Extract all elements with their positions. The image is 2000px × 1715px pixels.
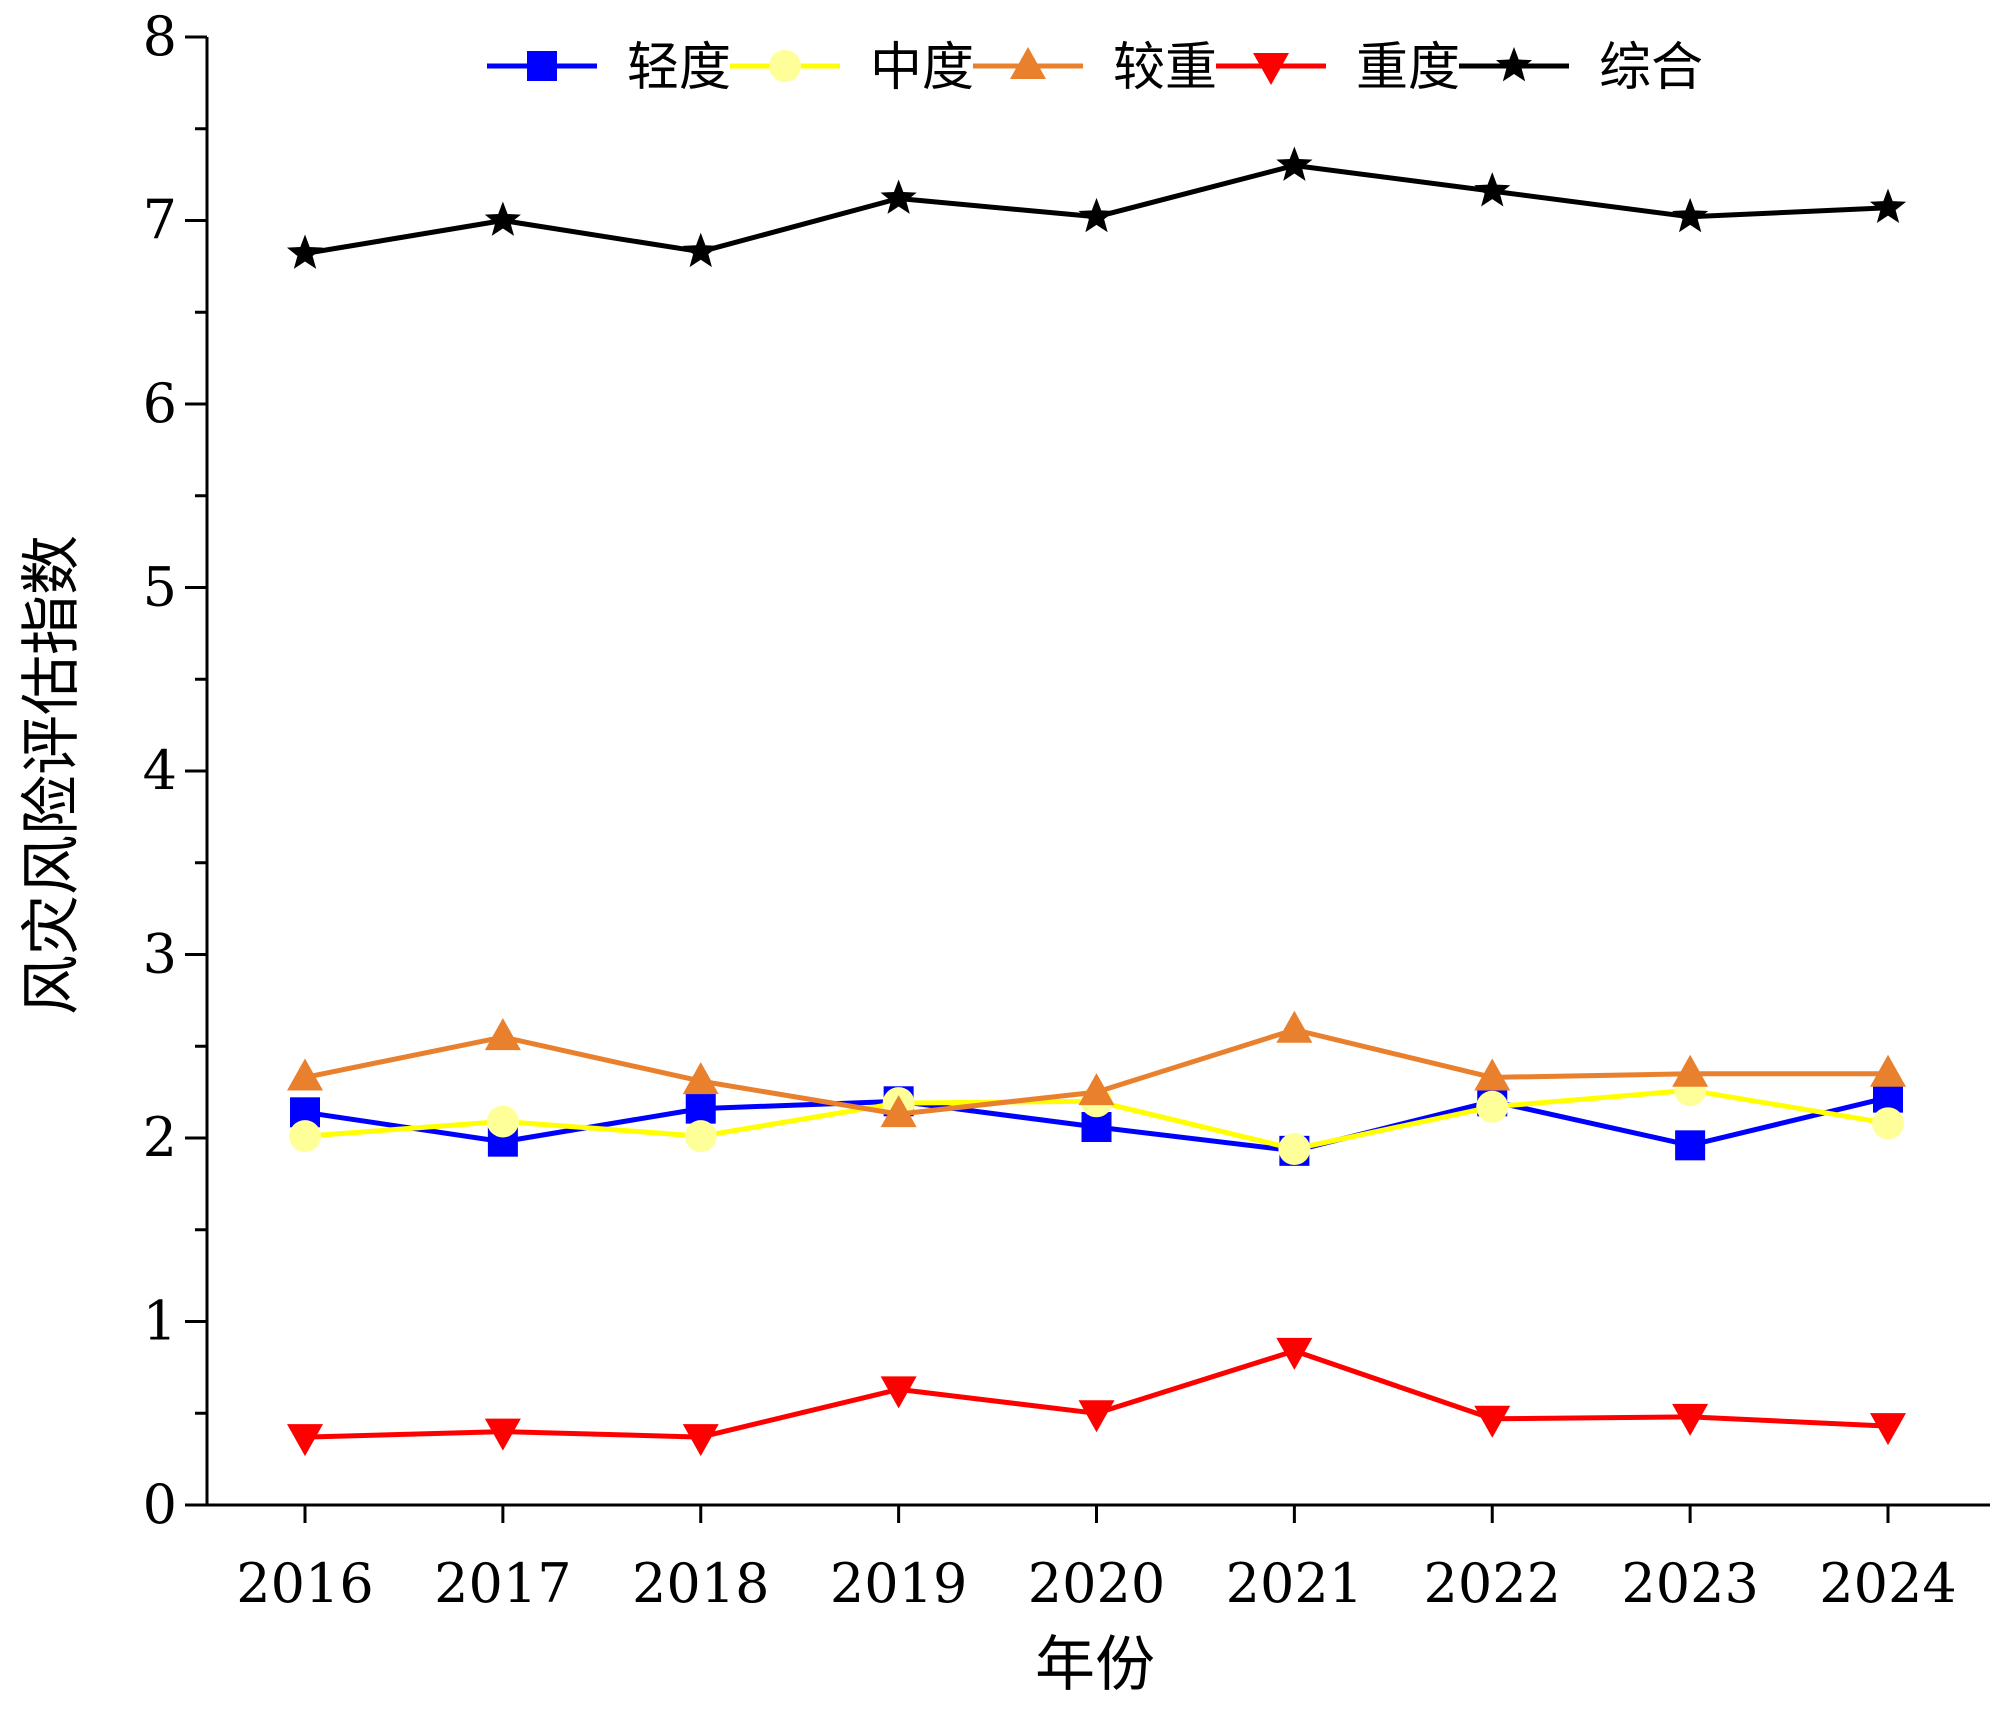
data-point-triangle-up — [880, 1095, 917, 1128]
y-tick-label: 6 — [143, 372, 177, 435]
data-point-triangle-down — [287, 1424, 323, 1457]
x-tick-label: 2022 — [1424, 1552, 1561, 1615]
y-tick-label: 8 — [143, 5, 177, 68]
data-point-square — [685, 1093, 716, 1124]
legend-marker-star — [1495, 47, 1533, 82]
x-tick-label: 2016 — [236, 1552, 373, 1615]
x-axis-title: 年份 — [1035, 1630, 1155, 1700]
data-point-triangle-up — [484, 1018, 521, 1051]
y-axis-title: 风灾风险评估指数 — [17, 535, 87, 1015]
legend-label: 综合 — [1599, 38, 1703, 98]
legend-label: 轻度 — [627, 38, 731, 98]
legend-label: 较重 — [1113, 38, 1217, 98]
y-tick-label: 3 — [143, 923, 177, 986]
y-tick-label: 4 — [143, 739, 177, 802]
y-tick-label: 5 — [143, 556, 177, 619]
data-point-circle — [1872, 1107, 1904, 1140]
legend-marker-square — [527, 51, 557, 81]
data-point-star — [1078, 197, 1115, 233]
x-tick-label: 2021 — [1226, 1552, 1363, 1615]
data-point-star — [1474, 172, 1511, 207]
legend-item: 中度 — [730, 38, 974, 98]
legend-item: 综合 — [1459, 38, 1703, 98]
y-tick-label: 2 — [143, 1106, 177, 1169]
data-point-star — [880, 179, 917, 214]
data-point-triangle-up — [1474, 1058, 1511, 1091]
legend-marker-triangle-up — [1010, 47, 1046, 79]
y-tick-label: 0 — [143, 1473, 177, 1536]
legend-marker-triangle-down — [1253, 53, 1289, 85]
x-tick-label: 2020 — [1028, 1552, 1165, 1615]
data-point-triangle-down — [682, 1424, 719, 1457]
data-point-triangle-up — [1870, 1054, 1906, 1087]
legend-marker-circle — [769, 50, 801, 82]
y-tick-label: 7 — [143, 189, 177, 252]
data-point-circle — [1476, 1090, 1509, 1123]
data-point-triangle-down — [880, 1376, 917, 1409]
x-tick-label: 2017 — [434, 1552, 571, 1615]
data-point-star — [1276, 146, 1313, 181]
x-tick-label: 2019 — [830, 1552, 967, 1615]
data-point-circle — [1278, 1133, 1311, 1166]
data-point-star — [1869, 188, 1907, 224]
legend-label: 重度 — [1356, 38, 1460, 98]
series-3 — [287, 1010, 1906, 1128]
series-layer — [286, 146, 1907, 1457]
legend-label: 中度 — [870, 38, 974, 98]
data-point-triangle-up — [287, 1058, 323, 1091]
legend-item: 较重 — [973, 38, 1217, 98]
axes: 0 1 2 3 4 5 6 7 8 2016 2017 2018 2019 2020 2021 2022 202… — [143, 5, 1990, 1615]
data-point-circle — [684, 1120, 717, 1153]
data-point-triangle-down — [1474, 1405, 1511, 1438]
y-tick-label: 1 — [143, 1290, 177, 1353]
x-tick-label: 2024 — [1819, 1552, 1956, 1615]
data-point-triangle-up — [1276, 1010, 1313, 1043]
data-point-square — [1675, 1130, 1706, 1161]
data-point-triangle-up — [1672, 1054, 1709, 1087]
data-point-triangle-down — [1078, 1400, 1115, 1433]
data-point-triangle-down — [1276, 1337, 1313, 1370]
data-point-circle — [289, 1120, 321, 1153]
data-point-triangle-up — [682, 1062, 719, 1095]
x-tick-label: 2018 — [632, 1552, 769, 1615]
data-point-star — [286, 234, 324, 269]
x-tick-label: 2023 — [1621, 1552, 1758, 1615]
legend: 轻度 中度 较重 重度 综合 — [487, 38, 1703, 98]
data-point-triangle-down — [484, 1418, 521, 1451]
series-5 — [286, 146, 1907, 269]
data-point-triangle-down — [1870, 1413, 1906, 1446]
legend-item: 轻度 — [487, 38, 731, 98]
data-point-triangle-up — [1078, 1073, 1115, 1106]
data-point-star — [484, 201, 521, 236]
data-point-star — [1672, 197, 1709, 233]
data-point-star — [682, 232, 719, 268]
data-point-triangle-down — [1672, 1403, 1709, 1436]
data-point-circle — [486, 1105, 519, 1138]
legend-item: 重度 — [1216, 38, 1460, 98]
series-4 — [287, 1337, 1906, 1457]
